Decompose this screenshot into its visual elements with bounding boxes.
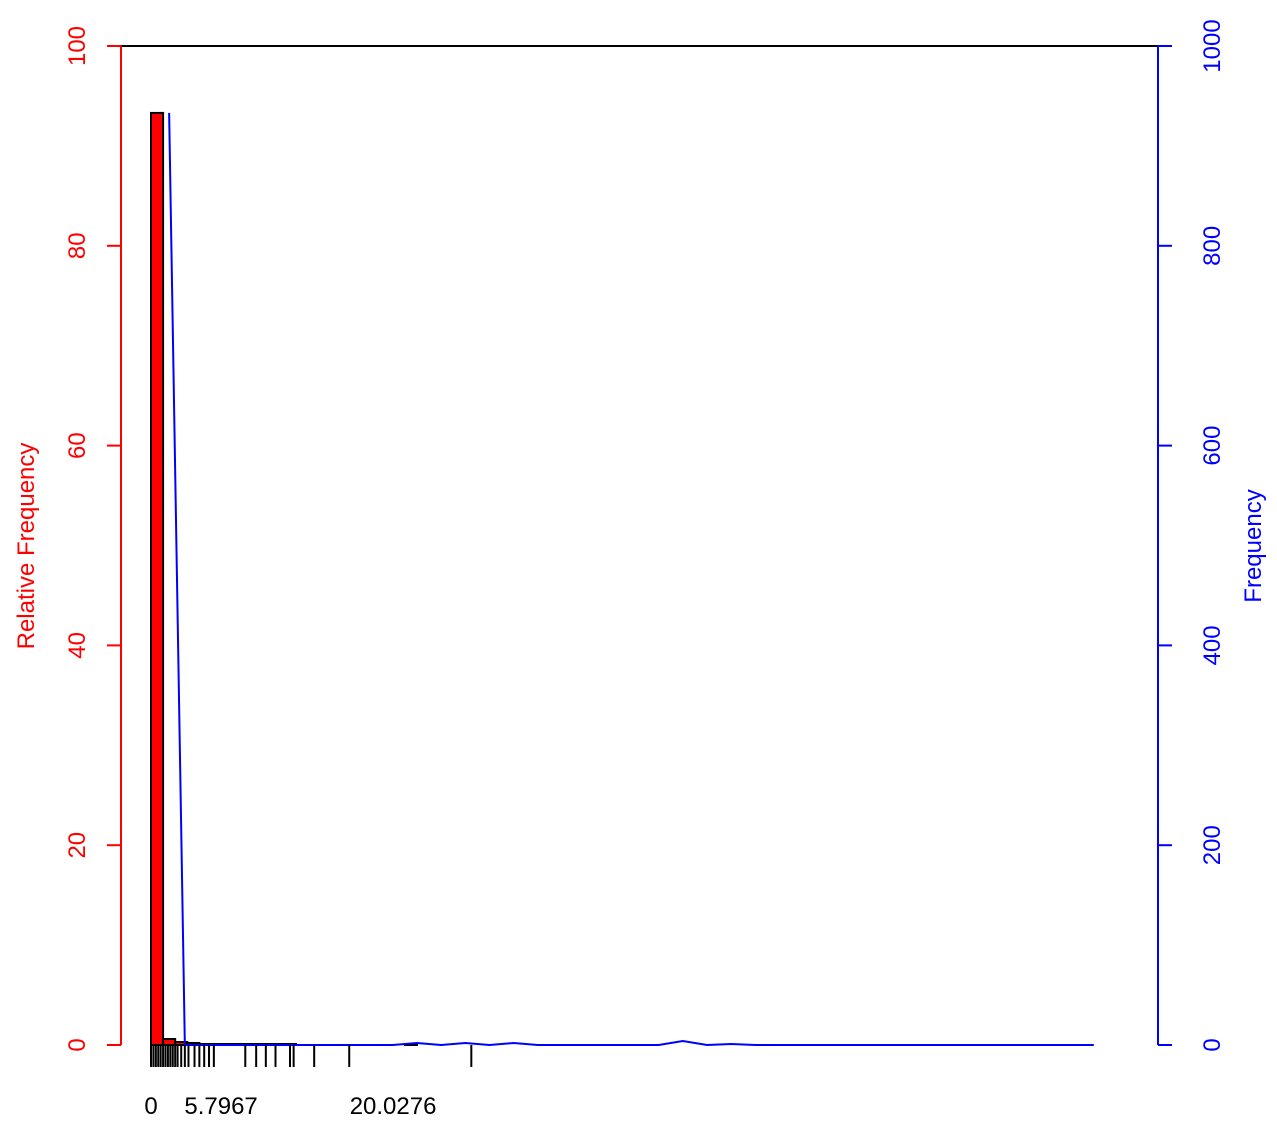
x-tick-label: 0 [144, 1093, 157, 1120]
right-tick-label: 1000 [1199, 19, 1226, 72]
right-axis-ticks: 0 200 400 600 800 1000 [1158, 19, 1226, 1052]
right-tick-label: 600 [1199, 426, 1226, 466]
left-axis-ticks: 0 20 40 60 80 100 [64, 26, 121, 1052]
left-tick-label: 40 [64, 632, 91, 659]
histogram-bar [162, 1038, 177, 1046]
rug-marks [150, 1045, 473, 1067]
left-tick-label: 60 [64, 432, 91, 459]
x-axis-labels: 0 5.7967 20.0276 [144, 1093, 436, 1120]
histogram-bars [150, 111, 418, 1047]
left-axis-title: Relative Frequency [13, 443, 40, 650]
right-axis-title: Frequency [1240, 489, 1267, 602]
histogram-bar [150, 111, 165, 1047]
x-tick-label: 20.0276 [350, 1093, 437, 1120]
right-tick-label: 800 [1199, 226, 1226, 266]
right-tick-label: 400 [1199, 625, 1226, 665]
x-tick-label: 5.7967 [184, 1093, 257, 1120]
left-tick-label: 20 [64, 832, 91, 859]
right-tick-label: 200 [1199, 825, 1226, 865]
right-tick-label: 0 [1199, 1038, 1226, 1051]
left-tick-label: 0 [64, 1038, 91, 1051]
left-tick-label: 80 [64, 232, 91, 259]
left-tick-label: 100 [64, 26, 91, 66]
frequency-line [168, 112, 1094, 1047]
